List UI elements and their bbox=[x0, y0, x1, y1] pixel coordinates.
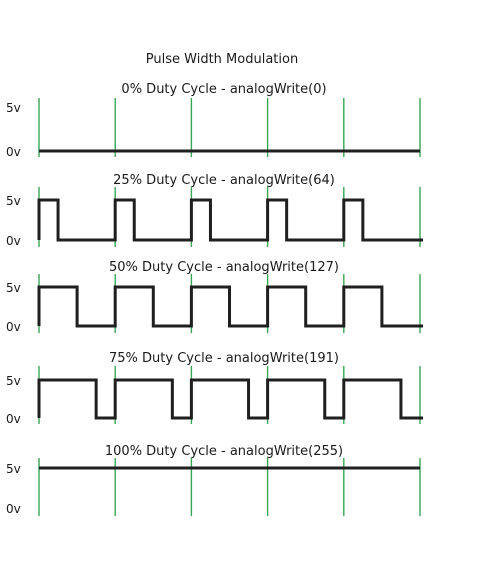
low-voltage-label: 0v bbox=[6, 320, 21, 334]
high-voltage-label: 5v bbox=[6, 194, 21, 208]
pwm-waveform bbox=[37, 198, 423, 242]
waveform-panel: 0% Duty Cycle - analogWrite(0) 5v 0v bbox=[6, 82, 421, 159]
low-voltage-label: 0v bbox=[6, 502, 21, 516]
waveform-panel: 50% Duty Cycle - analogWrite(127) 5v 0v bbox=[6, 260, 423, 334]
high-voltage-label: 5v bbox=[6, 462, 21, 476]
panel-caption: 25% Duty Cycle - analogWrite(64) bbox=[113, 173, 335, 188]
low-voltage-label: 0v bbox=[6, 412, 21, 426]
high-voltage-label: 5v bbox=[6, 101, 21, 115]
panel-caption: 0% Duty Cycle - analogWrite(0) bbox=[121, 82, 326, 97]
low-voltage-label: 0v bbox=[6, 145, 21, 159]
pwm-waveform bbox=[37, 378, 423, 420]
low-voltage-label: 0v bbox=[6, 234, 21, 248]
waveform-panel: 25% Duty Cycle - analogWrite(64) 5v 0v bbox=[6, 173, 423, 248]
high-voltage-label: 5v bbox=[6, 281, 21, 295]
diagram-title: Pulse Width Modulation bbox=[146, 52, 298, 67]
panel-caption: 50% Duty Cycle - analogWrite(127) bbox=[109, 260, 339, 275]
panel-caption: 100% Duty Cycle - analogWrite(255) bbox=[105, 444, 343, 459]
pwm-waveform bbox=[37, 285, 423, 328]
panel-caption: 75% Duty Cycle - analogWrite(191) bbox=[109, 351, 339, 366]
waveform-panel: 75% Duty Cycle - analogWrite(191) 5v 0v bbox=[6, 351, 423, 426]
high-voltage-label: 5v bbox=[6, 374, 21, 388]
waveform-panel: 100% Duty Cycle - analogWrite(255) 5v 0v bbox=[6, 444, 421, 516]
